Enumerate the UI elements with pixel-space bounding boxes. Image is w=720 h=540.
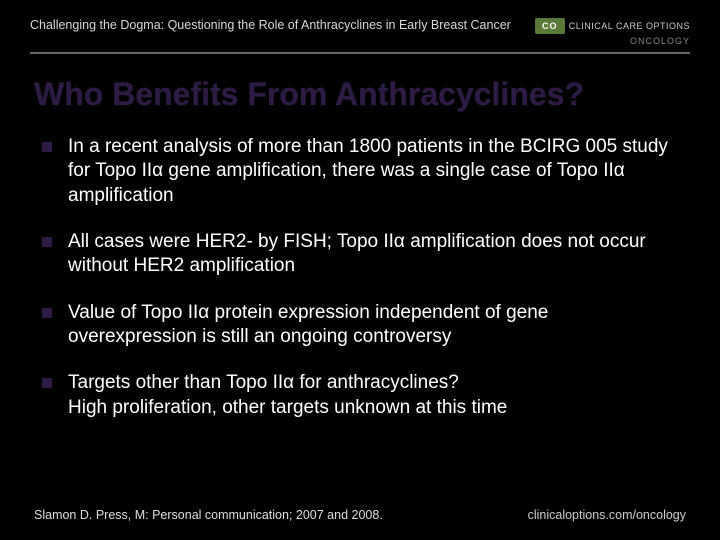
running-title: Challenging the Dogma: Questioning the R…	[30, 18, 511, 32]
bullet-list: In a recent analysis of more than 1800 p…	[0, 135, 720, 420]
logo-text-secondary: ONCOLOGY	[630, 36, 690, 46]
logo-text-primary: CLINICAL CARE OPTIONS	[569, 21, 690, 31]
list-item: In a recent analysis of more than 1800 p…	[42, 135, 678, 208]
list-item: All cases were HER2- by FISH; Topo IIα a…	[42, 230, 678, 279]
slide-title: Who Benefits From Anthracyclines?	[0, 54, 720, 135]
slide-footer: Slamon D. Press, M: Personal communicati…	[0, 508, 720, 522]
slide-header: Challenging the Dogma: Questioning the R…	[0, 0, 720, 52]
footer-citation: Slamon D. Press, M: Personal communicati…	[34, 508, 383, 522]
footer-url: clinicaloptions.com/oncology	[528, 508, 686, 522]
logo-icon: CO	[535, 18, 565, 34]
brand-logo: CO CLINICAL CARE OPTIONS ONCOLOGY	[535, 18, 690, 46]
list-item: Targets other than Topo IIα for anthracy…	[42, 371, 678, 420]
list-item: Value of Topo IIα protein expression ind…	[42, 301, 678, 350]
